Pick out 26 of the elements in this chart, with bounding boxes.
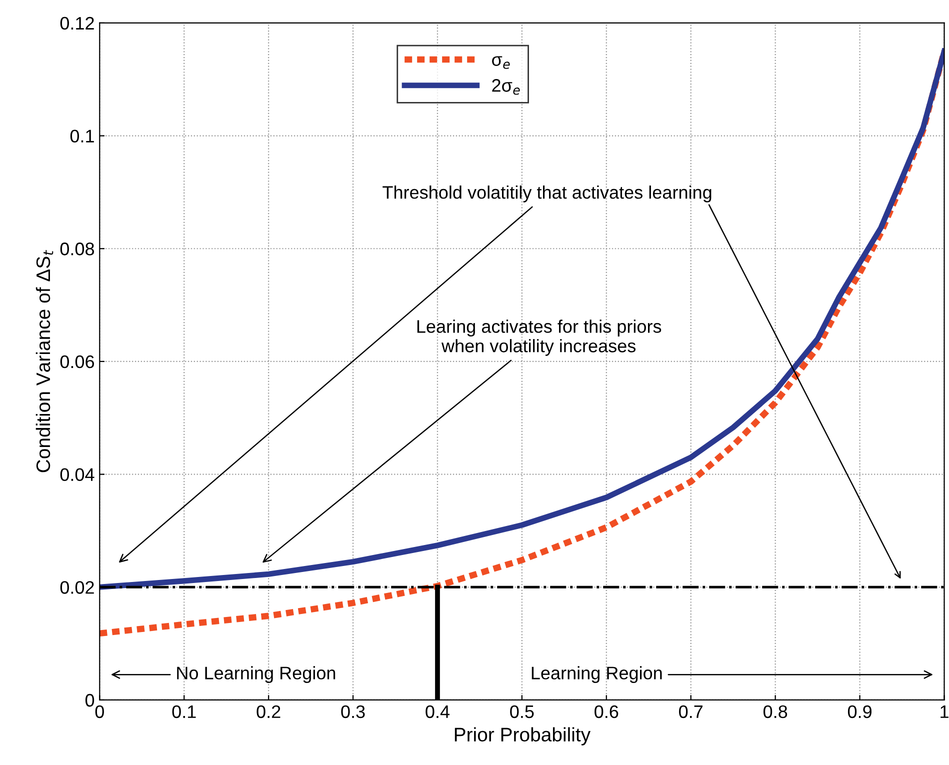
x-tick-label: 0.4 [426,705,450,718]
y-tick-label: 0.12 [60,16,94,30]
annotation: Threshold volatitily that activates learning [382,186,712,202]
legend-label: σ$_{e}$ [492,56,510,69]
x-tick-label: 0.8 [763,705,788,718]
y-tick-label: 0.06 [60,355,94,368]
annotation: No Learning Region [177,666,336,683]
annotation: Learing activates for this priors when volatility increases [417,320,662,356]
y-tick-label: 0.02 [60,581,94,594]
x-axis-title: Prior Probability [454,727,591,746]
y-tick-label: 0.08 [60,242,94,256]
annotation: Learning Region [532,666,662,683]
x-tick-label: 0.3 [341,705,365,718]
y-tick-label: 0.04 [60,468,94,482]
x-tick-label: 0.6 [594,705,618,718]
y-tick-label: 0 [85,694,94,707]
x-tick-label: 0 [95,705,104,718]
x-tick-label: 1 [940,706,948,718]
x-tick-label: 0.5 [510,705,534,718]
x-tick-label: 0.2 [256,705,280,718]
x-tick-label: 0.9 [848,705,872,718]
y-tick-label: 0.1 [70,130,94,143]
x-tick-label: 0.7 [679,705,703,718]
x-tick-label: 0.1 [172,705,196,718]
y-axis-title: Condition Variance of ΔS$_{t}$ [36,250,54,472]
legend-label: 2σ$_{e}$ [492,79,520,95]
